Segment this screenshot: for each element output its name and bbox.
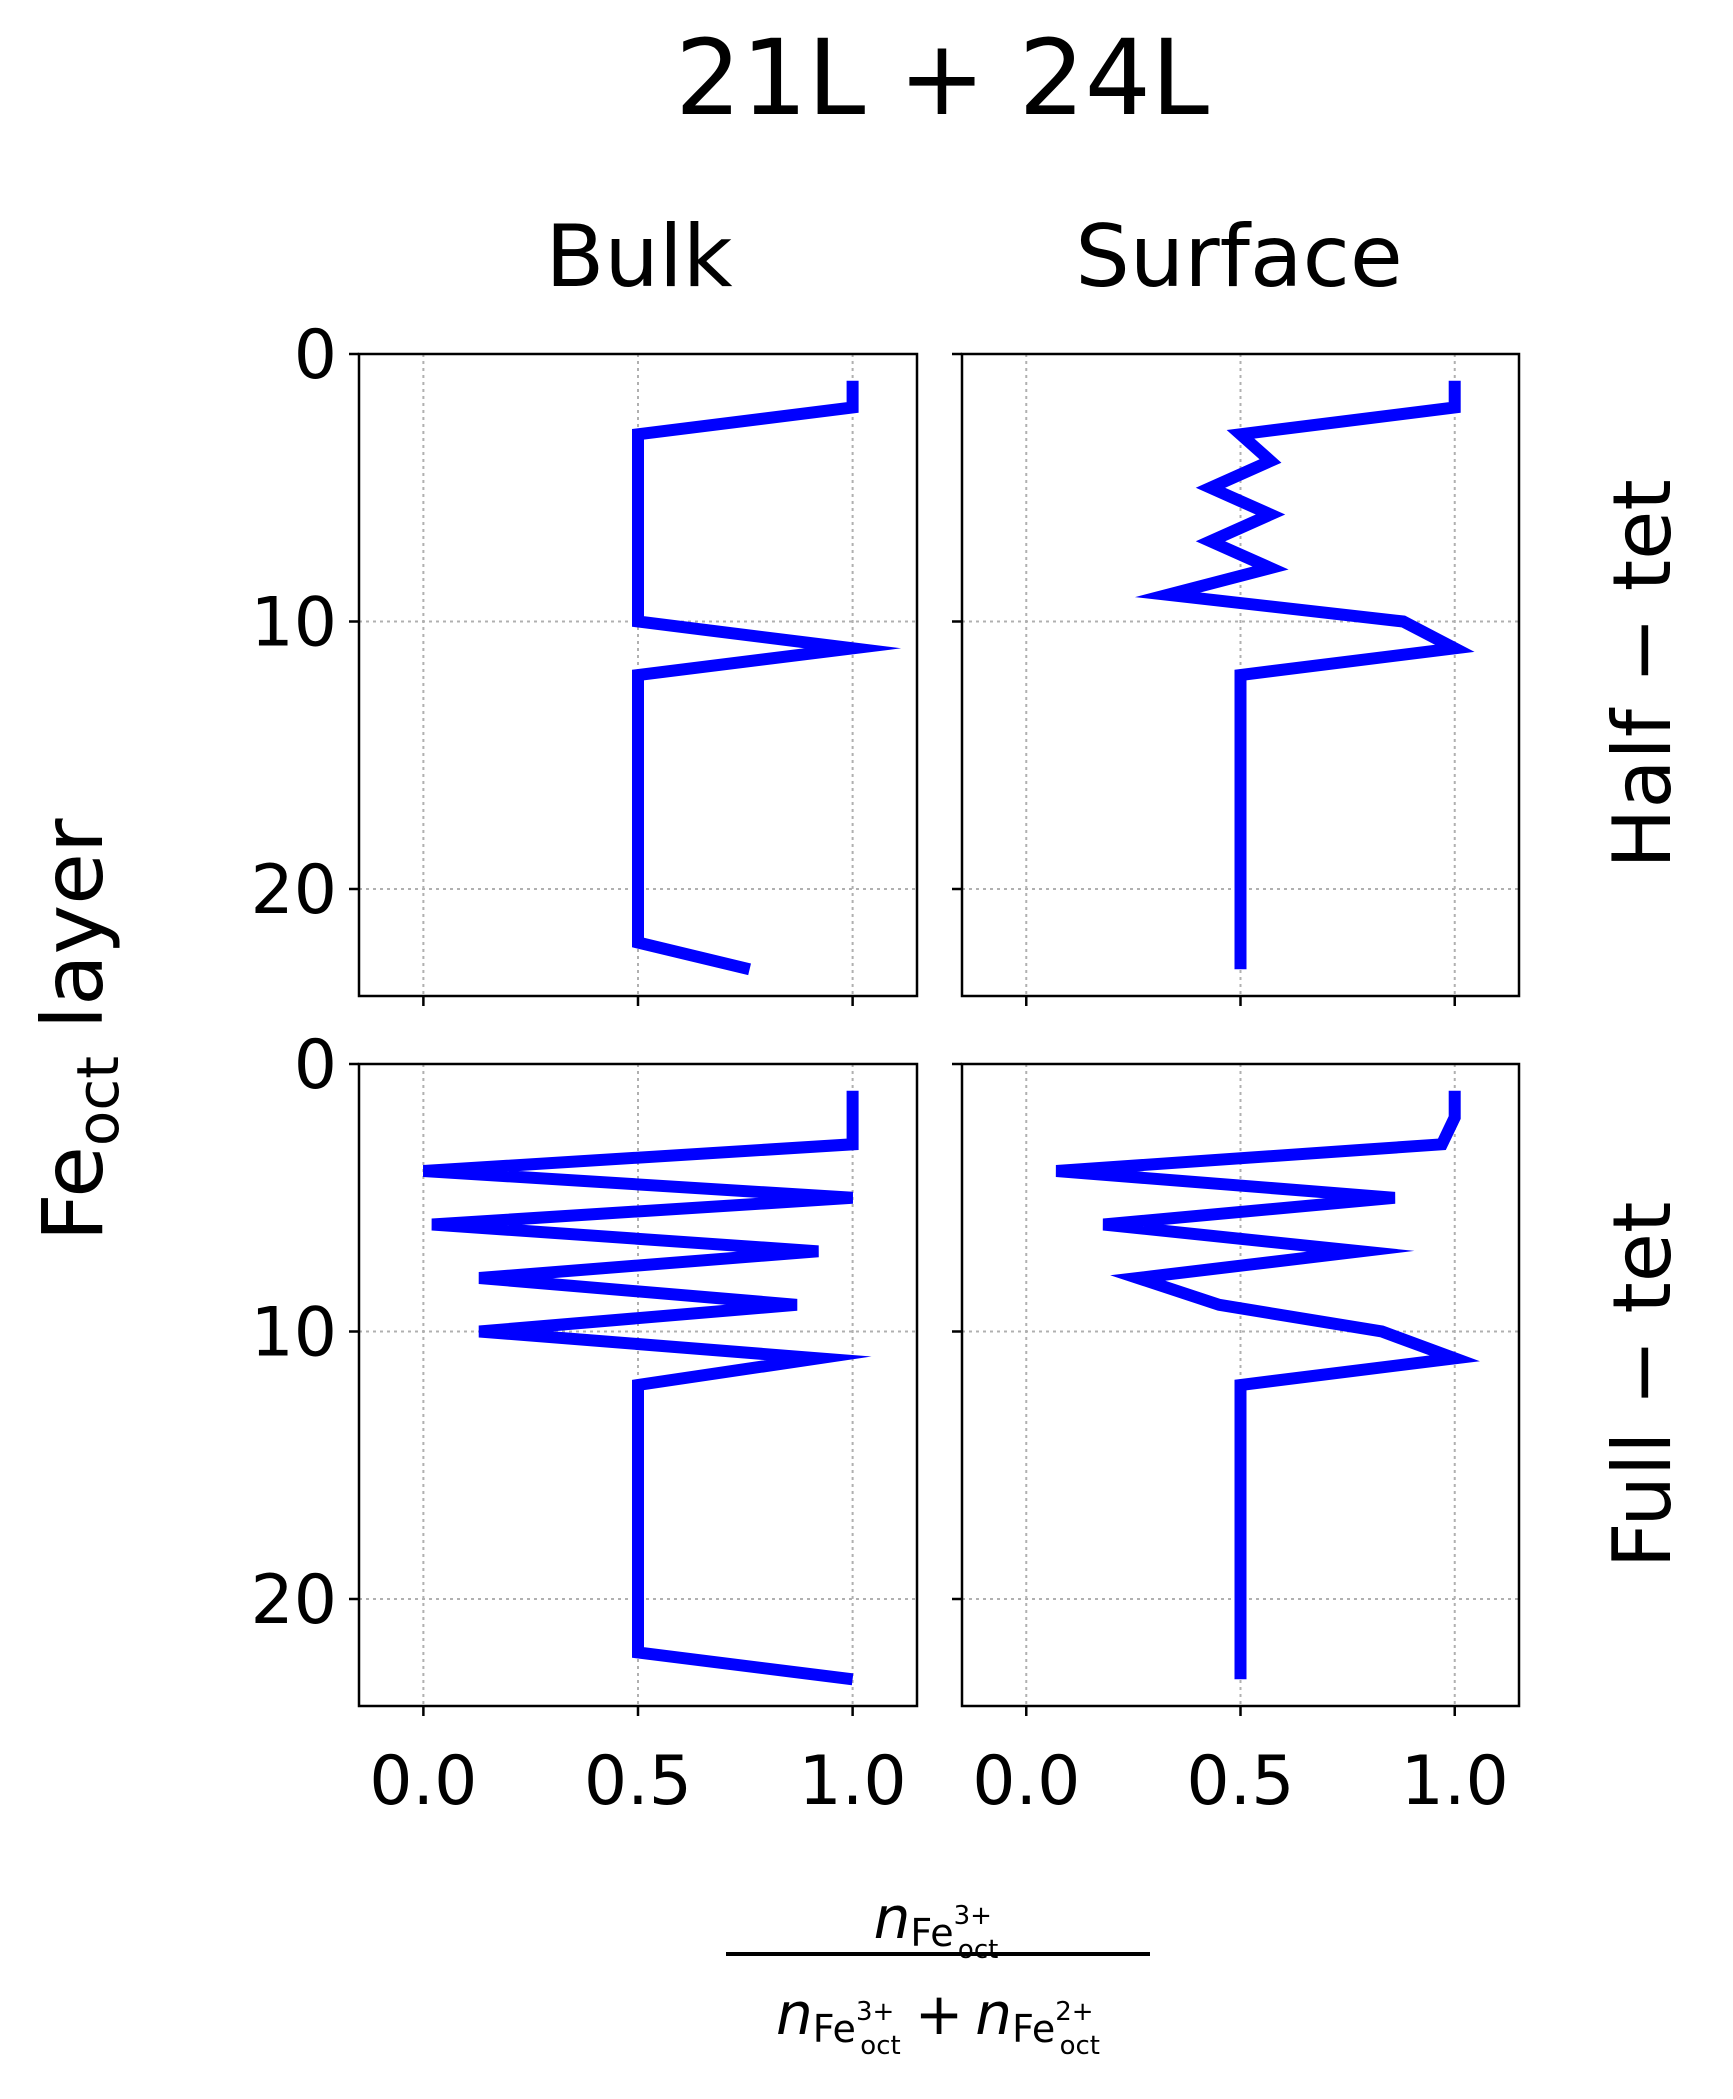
x-tick-label: 1.0 <box>1401 1742 1509 1821</box>
y-tick-label: 10 <box>250 584 337 663</box>
x-label-num-fe: Fe <box>910 1911 953 1955</box>
x-label-denominator: nFe3+ oct + nFe2+ oct <box>776 1980 1100 2061</box>
x-label-num-sup: 3+ <box>954 1901 992 1931</box>
x-label-den-sub2: oct <box>1060 2031 1100 2061</box>
y-tick-label: 0 <box>294 316 337 395</box>
col-title-surface: Surface <box>1075 207 1403 307</box>
y-axis-label-main: Fe <box>24 1146 122 1241</box>
x-label-num-sub: oct <box>958 1935 998 1965</box>
x-label-den-sup2: 2+ <box>1055 1997 1093 2027</box>
x-axis-label: nFe3+ oct nFe3+ oct + nFe2+ oct <box>726 1884 1150 2061</box>
col-title-bulk: Bulk <box>545 207 732 307</box>
x-tick-label: 0.5 <box>1186 1742 1294 1821</box>
x-tick-label: 0.0 <box>972 1742 1080 1821</box>
panel-2 <box>952 352 1521 1006</box>
x-label-den-n1: n <box>776 1980 813 2048</box>
y-axis-label: Feoct layer <box>24 818 132 1241</box>
x-tick-label: 0.5 <box>584 1742 692 1821</box>
x-label-den-sup1: 3+ <box>856 1997 894 2027</box>
panels: 0 10 20 0 10 20 0.0 0.5 1.0 0.0 0.5 1.0 <box>250 316 1521 1821</box>
x-label-den-sub1: oct <box>860 2031 900 2061</box>
y-axis-label-tail: layer <box>24 818 122 1056</box>
panel-3: 0 10 20 0.0 0.5 1.0 <box>250 1026 919 1821</box>
x-label-num-n: n <box>874 1884 911 1952</box>
x-tick-label: 0.0 <box>369 1742 477 1821</box>
figure-title: 21L + 24L <box>675 17 1209 139</box>
series-line <box>632 380 902 976</box>
series-line <box>1055 1090 1480 1680</box>
row-title-full-tet: Full − tet <box>1596 1202 1689 1569</box>
x-label-den-plus: + <box>915 1980 964 2048</box>
series-line <box>423 1090 872 1686</box>
y-tick-label: 0 <box>294 1026 337 1105</box>
x-tick-label: 1.0 <box>799 1742 907 1821</box>
row-title-half-tet: Half − tet <box>1596 479 1689 868</box>
y-tick-label: 10 <box>250 1294 337 1373</box>
series-line <box>1134 380 1475 970</box>
panel-4: 0.0 0.5 1.0 <box>952 1062 1521 1821</box>
x-label-numerator: nFe3+ oct <box>874 1884 999 1965</box>
x-label-den-n2: n <box>975 1980 1012 2048</box>
y-tick-label: 20 <box>250 1561 337 1640</box>
x-label-den-fe2: Fe <box>1012 2007 1055 2051</box>
y-tick-label: 20 <box>250 851 337 930</box>
y-axis-label-sub: oct <box>64 1056 132 1146</box>
x-label-den-fe1: Fe <box>813 2007 856 2051</box>
panel-1: 0 10 20 <box>250 316 919 1006</box>
